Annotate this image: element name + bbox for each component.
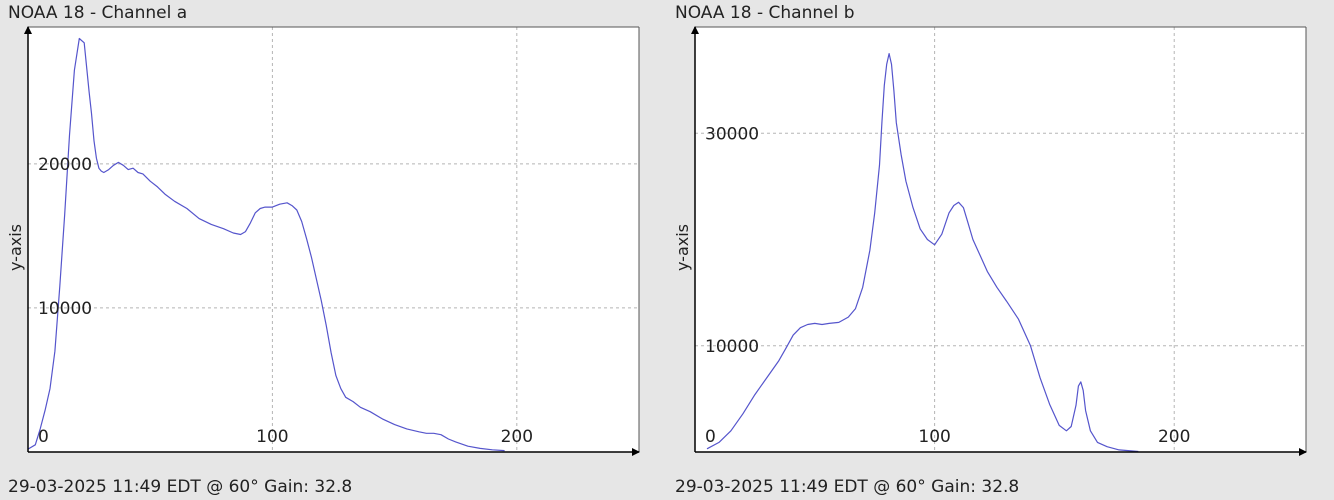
y-tick-label: 10000: [705, 337, 759, 357]
series-line-0: [27, 37, 505, 452]
y-tick-label: 10000: [38, 299, 92, 319]
x-tick-label: 200: [1158, 427, 1190, 447]
chart-panel-channel-b: NOAA 18 - Channel b 0 100 200 10000 30000 y-a…: [667, 0, 1334, 500]
chart-channel-a: 0 100 200 10000 20000 y-axis: [6, 26, 640, 456]
chart-title: NOAA 18 - Channel b: [675, 3, 855, 23]
y-tick-label: 30000: [705, 124, 759, 144]
x-tick-label: 100: [256, 427, 288, 447]
chart-title: NOAA 18 - Channel a: [8, 3, 188, 23]
plot-area: [28, 27, 639, 452]
chart-footer-status: 29-03-2025 11:49 EDT @ 60° Gain: 32.8: [675, 477, 1020, 497]
y-axis-label: y-axis: [673, 224, 692, 271]
chart-channel-b: 0 100 200 10000 30000 y-axis: [673, 26, 1307, 456]
y-axis-arrow-icon: [24, 26, 32, 34]
x-tick-label: 200: [501, 427, 533, 447]
plot-area: [695, 27, 1306, 452]
y-tick-label: 20000: [38, 155, 92, 175]
x-tick-label: 100: [918, 427, 950, 447]
x-axis-arrow-icon: [1299, 448, 1307, 456]
x-tick-label: 0: [705, 427, 716, 447]
y-axis-label: y-axis: [6, 224, 25, 271]
chart-panel-channel-a: NOAA 18 - Channel a 0 100 200 10000 20000 y-a…: [6, 3, 640, 497]
chart-footer-status: 29-03-2025 11:49 EDT @ 60° Gain: 32.8: [8, 477, 353, 497]
y-axis-arrow-icon: [691, 26, 699, 34]
x-tick-label: 0: [38, 427, 49, 447]
x-axis-arrow-icon: [632, 448, 640, 456]
series-line-0: [706, 52, 1139, 453]
